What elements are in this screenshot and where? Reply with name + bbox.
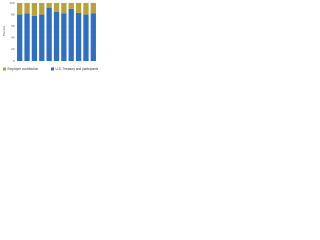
bar-segment bbox=[83, 3, 89, 15]
bar-segment bbox=[61, 13, 67, 62]
bar-segment bbox=[53, 11, 60, 61]
chart: Percent 0 20 40 60 80 100 Employer contributio… bbox=[2, 1, 99, 71]
bar-segment bbox=[24, 13, 30, 62]
bar-segment bbox=[53, 3, 60, 12]
legend-swatch bbox=[3, 67, 6, 71]
bar-segment bbox=[31, 15, 38, 61]
bar-segment bbox=[83, 14, 89, 62]
y-tick-label: 0 bbox=[13, 59, 15, 63]
y-tick-label: 100 bbox=[9, 1, 14, 5]
bar-segment bbox=[24, 3, 30, 14]
bar-segment bbox=[68, 3, 74, 9]
bar-segment bbox=[31, 3, 38, 16]
legend-label: U.S. Treasury and participants bbox=[56, 67, 99, 71]
bar-segment bbox=[75, 12, 82, 61]
bar-segment bbox=[61, 3, 67, 14]
bar-segment bbox=[75, 3, 82, 13]
legend-label: Employer contribution bbox=[8, 67, 39, 71]
bar-segment bbox=[68, 8, 74, 62]
bar-segment bbox=[90, 3, 96, 14]
bar-segment bbox=[17, 14, 23, 62]
bar-segment bbox=[46, 7, 52, 62]
legend-swatch bbox=[51, 67, 54, 71]
y-tick-label: 40 bbox=[11, 36, 15, 40]
y-tick-label: 60 bbox=[11, 24, 15, 28]
bar-segment bbox=[90, 13, 96, 62]
y-axis-label: Percent bbox=[2, 26, 6, 37]
bar-segment bbox=[39, 14, 45, 62]
y-tick-label: 20 bbox=[11, 47, 15, 51]
bar-segment bbox=[17, 3, 23, 15]
bar-segment bbox=[46, 3, 52, 8]
bar-segment bbox=[39, 3, 45, 15]
page: {"chart_data": {"type": "stacked-bar", "… bbox=[0, 0, 320, 74]
y-tick-label: 80 bbox=[11, 12, 15, 16]
